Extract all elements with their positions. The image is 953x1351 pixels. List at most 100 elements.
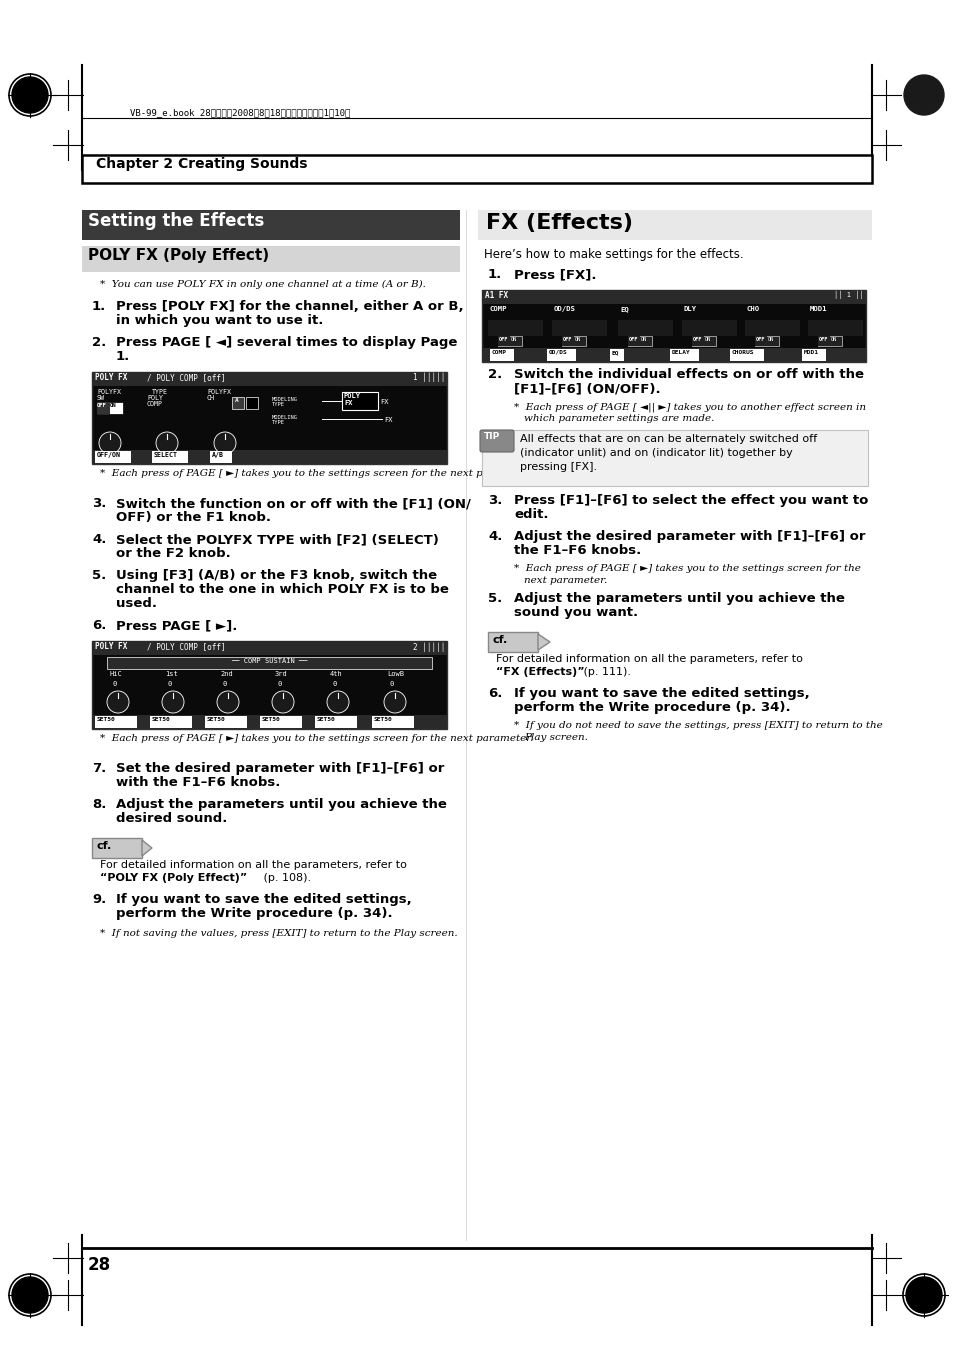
Bar (744, 320, 800, 336)
Text: OFF/ON: OFF/ON (97, 453, 121, 458)
Text: ON: ON (767, 336, 774, 342)
Text: / POLY COMP [off]: / POLY COMP [off] (147, 373, 226, 382)
Bar (91, 450, 447, 463)
Bar (754, 336, 779, 346)
Text: Select the POLYFX TYPE with [F2] (SELECT): Select the POLYFX TYPE with [F2] (SELECT… (116, 534, 438, 546)
Circle shape (216, 690, 239, 713)
Circle shape (213, 432, 235, 454)
Text: FX (Effects): FX (Effects) (485, 213, 633, 232)
Text: 3.: 3. (91, 497, 107, 509)
Bar (817, 336, 829, 346)
Circle shape (107, 690, 129, 713)
Text: 9.: 9. (91, 893, 106, 907)
Text: SET50: SET50 (262, 717, 280, 721)
Circle shape (12, 1277, 48, 1313)
Text: CHO: CHO (746, 305, 760, 312)
Text: EQ: EQ (612, 350, 618, 355)
Text: 1.: 1. (116, 350, 131, 363)
Text: B: B (249, 399, 253, 403)
Text: pressing [FX].: pressing [FX]. (519, 462, 597, 471)
Text: If you want to save the edited settings,: If you want to save the edited settings, (514, 688, 809, 700)
Polygon shape (142, 840, 152, 857)
Text: *  If you do not need to save the settings, press [EXIT] to return to the: * If you do not need to save the setting… (514, 721, 882, 730)
Text: COMP: COMP (490, 305, 507, 312)
Text: 4th: 4th (330, 671, 342, 677)
Text: MODELING: MODELING (272, 415, 297, 420)
Text: SET50: SET50 (152, 717, 171, 721)
Text: ── COMP SUSTAIN ──: ── COMP SUSTAIN ── (231, 658, 307, 663)
Text: A: A (236, 400, 241, 409)
Bar (314, 716, 356, 728)
Bar (107, 657, 432, 669)
Text: SW: SW (97, 394, 105, 401)
Bar (681, 320, 737, 336)
Text: MOD1: MOD1 (803, 350, 818, 355)
Text: Press [FX].: Press [FX]. (514, 267, 596, 281)
Text: “FX (Effects)”: “FX (Effects)” (496, 667, 584, 677)
Text: OFF: OFF (628, 336, 638, 342)
Bar (817, 336, 841, 346)
Text: *  If not saving the values, press [EXIT] to return to the Play screen.: * If not saving the values, press [EXIT]… (100, 929, 457, 938)
Text: next parameter.: next parameter. (523, 576, 607, 585)
Circle shape (272, 690, 294, 713)
Text: OFF: OFF (97, 403, 107, 408)
Text: 6.: 6. (91, 619, 107, 632)
Text: OFF: OFF (755, 336, 764, 342)
Text: 2.: 2. (91, 336, 106, 349)
Text: 5.: 5. (91, 569, 106, 582)
Text: ON: ON (704, 336, 711, 342)
Text: LowB: LowB (387, 671, 403, 677)
Text: *  Each press of PAGE [ ►] takes you to the settings screen for the next paramet: * Each press of PAGE [ ►] takes you to t… (100, 469, 533, 478)
Text: [F1]–[F6] (ON/OFF).: [F1]–[F6] (ON/OFF). (514, 382, 659, 394)
Bar (627, 336, 651, 346)
Text: HiC: HiC (110, 671, 123, 677)
Text: Press PAGE [ ►].: Press PAGE [ ►]. (116, 619, 237, 632)
Text: ON: ON (110, 403, 116, 408)
Bar (341, 392, 377, 409)
Text: OFF: OFF (498, 336, 508, 342)
Bar (481, 290, 865, 362)
Text: A: A (234, 399, 238, 403)
Text: OFF: OFF (692, 336, 701, 342)
Bar (691, 336, 716, 346)
Bar (91, 640, 447, 655)
Text: POLY FX (Poly Effect): POLY FX (Poly Effect) (88, 249, 269, 263)
Text: A/B: A/B (212, 453, 224, 458)
Circle shape (905, 1277, 941, 1313)
Text: (p. 111).: (p. 111). (579, 667, 630, 677)
Bar (260, 716, 302, 728)
Bar (91, 715, 447, 730)
Text: 0: 0 (112, 681, 117, 688)
Circle shape (156, 432, 178, 454)
Circle shape (384, 690, 406, 713)
Text: which parameter settings are made.: which parameter settings are made. (523, 413, 714, 423)
Text: ON: ON (830, 336, 837, 342)
Bar (91, 838, 142, 858)
Text: ON: ON (640, 336, 646, 342)
Text: SET50: SET50 (207, 717, 226, 721)
Text: 28: 28 (88, 1256, 111, 1274)
Text: ON: ON (511, 336, 517, 342)
Text: Switch the function on or off with the [F1] (ON/: Switch the function on or off with the [… (116, 497, 471, 509)
Bar (91, 372, 447, 386)
Text: OFF: OFF (818, 336, 827, 342)
Text: channel to the one in which POLY FX is to be: channel to the one in which POLY FX is t… (116, 584, 449, 596)
Bar (481, 430, 867, 486)
Text: TIP: TIP (483, 432, 499, 440)
Text: All effects that are on can be alternately switched off: All effects that are on can be alternate… (519, 434, 817, 444)
Text: / POLY COMP [off]: / POLY COMP [off] (147, 642, 226, 651)
Text: 8.: 8. (91, 798, 107, 811)
Text: SET50: SET50 (97, 717, 115, 721)
Bar (561, 336, 585, 346)
Text: TYPE: TYPE (272, 420, 285, 426)
Text: POLY FX: POLY FX (95, 642, 128, 651)
Text: FX: FX (379, 399, 388, 405)
Bar (669, 349, 699, 361)
Text: For detailed information on all the parameters, refer to: For detailed information on all the para… (100, 861, 406, 870)
Text: in which you want to use it.: in which you want to use it. (116, 313, 323, 327)
Text: (p. 108).: (p. 108). (260, 873, 311, 884)
Text: ON: ON (575, 336, 580, 342)
Text: COMP: COMP (147, 401, 163, 407)
Text: CH: CH (207, 394, 214, 401)
Bar (497, 336, 510, 346)
